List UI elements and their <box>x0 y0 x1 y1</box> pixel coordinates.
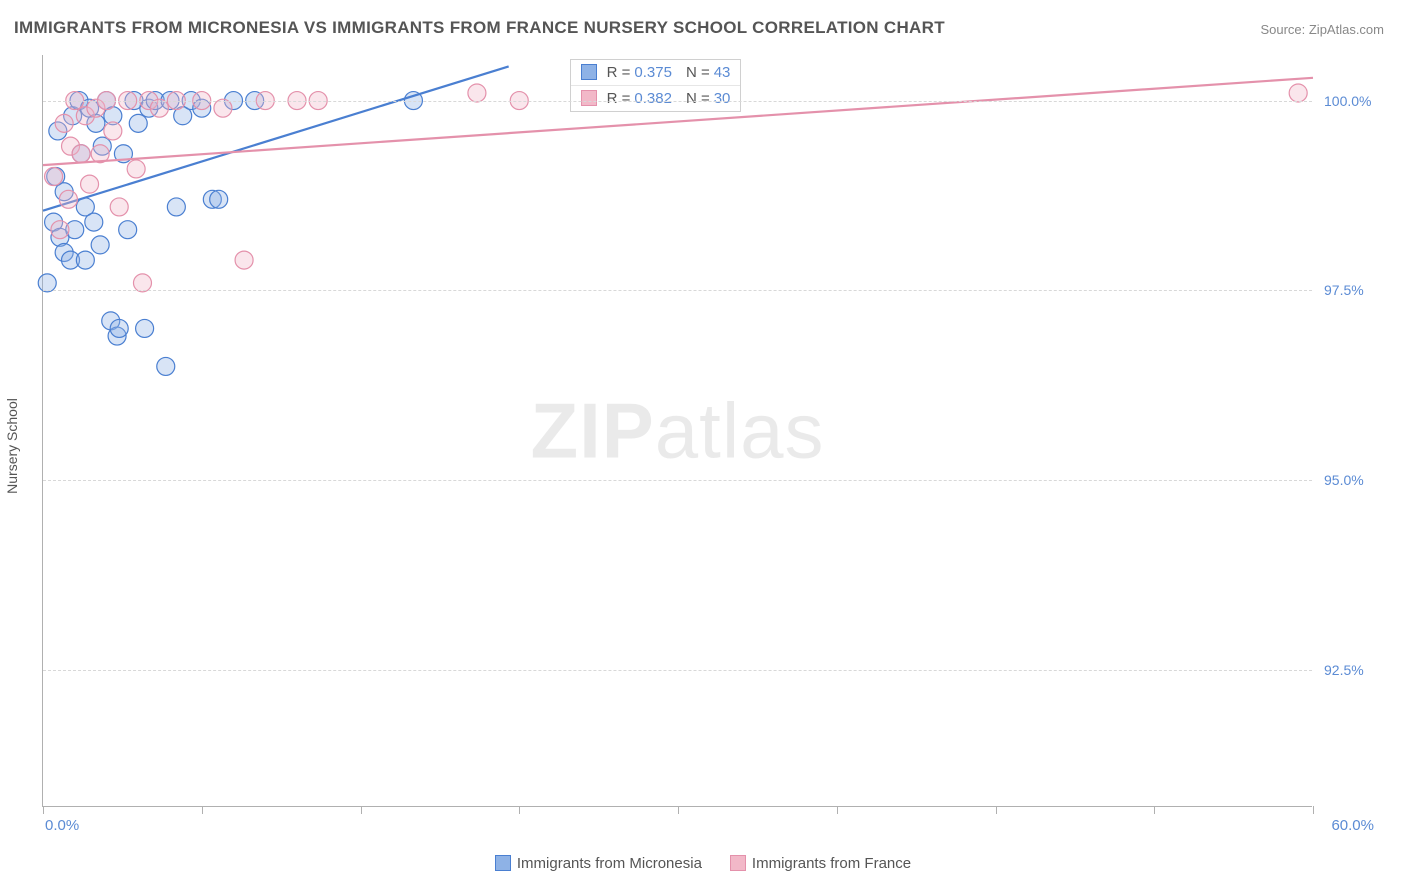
x-tick <box>996 806 997 814</box>
data-point <box>214 99 232 117</box>
bottom-legend: Immigrants from Micronesia Immigrants fro… <box>0 855 1406 872</box>
source-name: ZipAtlas.com <box>1309 22 1384 37</box>
y-tick-label: 92.5% <box>1324 662 1394 678</box>
legend-swatch <box>730 855 746 871</box>
grid-line <box>43 670 1312 671</box>
data-point <box>81 175 99 193</box>
r-label: R = <box>607 64 631 81</box>
y-tick-label: 97.5% <box>1324 282 1394 298</box>
chart-svg <box>43 55 1312 806</box>
x-tick <box>519 806 520 814</box>
data-point <box>110 319 128 337</box>
data-point <box>45 168 63 186</box>
data-point <box>104 122 122 140</box>
info-row: R =0.382 N =30 <box>571 85 741 111</box>
data-point <box>167 198 185 216</box>
x-tick <box>1154 806 1155 814</box>
data-point <box>76 251 94 269</box>
data-point <box>38 274 56 292</box>
data-point <box>1289 84 1307 102</box>
data-point <box>150 99 168 117</box>
r-value: 0.375 <box>634 64 672 81</box>
grid-line <box>43 290 1312 291</box>
info-row: R =0.375 N =43 <box>571 60 741 85</box>
x-tick <box>1313 806 1314 814</box>
y-tick-label: 95.0% <box>1324 472 1394 488</box>
legend-item: Immigrants from Micronesia <box>495 855 702 872</box>
chart-title: IMMIGRANTS FROM MICRONESIA VS IMMIGRANTS… <box>14 18 945 38</box>
data-point <box>91 236 109 254</box>
data-point <box>235 251 253 269</box>
x-tick <box>837 806 838 814</box>
legend-swatch <box>495 855 511 871</box>
plot-area: ZIPatlas R =0.375N =43R =0.382N =30 92.5… <box>42 55 1312 807</box>
x-tick <box>202 806 203 814</box>
n-value: 30 <box>714 90 731 107</box>
legend-label: Immigrants from France <box>752 855 911 872</box>
data-point <box>55 114 73 132</box>
n-label: N = <box>686 90 710 107</box>
series-swatch <box>581 90 597 106</box>
data-point <box>119 221 137 239</box>
data-point <box>133 274 151 292</box>
data-point <box>110 198 128 216</box>
data-point <box>85 213 103 231</box>
data-point <box>468 84 486 102</box>
data-point <box>136 319 154 337</box>
x-tick-label: 60.0% <box>1331 817 1374 834</box>
data-point <box>72 145 90 163</box>
x-tick-label: 0.0% <box>45 817 79 834</box>
y-axis-label: Nursery School <box>4 398 20 494</box>
grid-line <box>43 101 1312 102</box>
data-point <box>127 160 145 178</box>
r-value: 0.382 <box>634 90 672 107</box>
data-point <box>59 190 77 208</box>
x-tick <box>678 806 679 814</box>
source-prefix: Source: <box>1260 22 1308 37</box>
series-swatch <box>581 64 597 80</box>
data-point <box>129 114 147 132</box>
n-label: N = <box>686 64 710 81</box>
n-value: 43 <box>714 64 731 81</box>
y-tick-label: 100.0% <box>1324 93 1394 109</box>
grid-line <box>43 480 1312 481</box>
data-point <box>210 190 228 208</box>
r-label: R = <box>607 90 631 107</box>
correlation-info-box: R =0.375 N =43 R =0.382 N =30 <box>570 59 742 112</box>
x-tick <box>361 806 362 814</box>
legend-label: Immigrants from Micronesia <box>517 855 702 872</box>
data-point <box>51 221 69 239</box>
legend-item: Immigrants from France <box>730 855 911 872</box>
data-point <box>157 357 175 375</box>
source-attribution: Source: ZipAtlas.com <box>1260 22 1384 37</box>
x-tick <box>43 806 44 814</box>
